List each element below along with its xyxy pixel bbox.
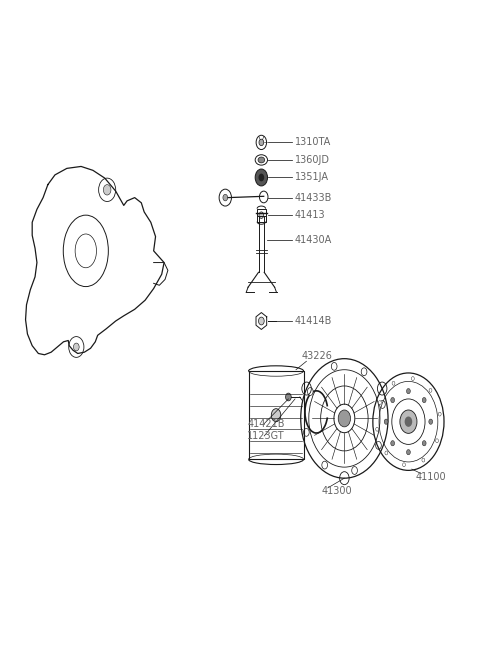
- Text: 41414B: 41414B: [295, 316, 332, 326]
- Circle shape: [259, 317, 264, 325]
- Circle shape: [391, 441, 395, 446]
- Circle shape: [422, 398, 426, 403]
- Circle shape: [376, 441, 381, 449]
- Circle shape: [259, 174, 264, 181]
- Circle shape: [422, 441, 426, 446]
- Circle shape: [286, 393, 291, 401]
- Text: 1360JD: 1360JD: [295, 155, 330, 165]
- Circle shape: [405, 417, 412, 427]
- Circle shape: [385, 451, 388, 455]
- Text: 41430A: 41430A: [295, 235, 332, 245]
- Circle shape: [384, 419, 388, 424]
- Text: 41300: 41300: [322, 486, 352, 496]
- Text: 1351JA: 1351JA: [295, 172, 329, 183]
- Circle shape: [392, 381, 395, 385]
- Text: 41421B: 41421B: [247, 419, 285, 428]
- Circle shape: [400, 410, 417, 434]
- Circle shape: [303, 428, 309, 436]
- Text: 43226: 43226: [301, 351, 333, 362]
- Circle shape: [352, 466, 358, 474]
- Circle shape: [376, 427, 379, 431]
- Circle shape: [403, 463, 406, 467]
- Circle shape: [391, 398, 395, 403]
- Circle shape: [271, 409, 281, 422]
- Circle shape: [438, 412, 441, 416]
- Circle shape: [73, 343, 79, 351]
- Text: 1123GT: 1123GT: [247, 431, 285, 441]
- Circle shape: [429, 388, 432, 392]
- Circle shape: [322, 461, 327, 469]
- Circle shape: [331, 362, 337, 370]
- Circle shape: [103, 185, 111, 195]
- Circle shape: [407, 388, 410, 394]
- Circle shape: [255, 169, 267, 186]
- Ellipse shape: [258, 157, 264, 163]
- Circle shape: [338, 410, 350, 427]
- Circle shape: [223, 195, 228, 201]
- Text: 41433B: 41433B: [295, 193, 332, 202]
- Circle shape: [429, 419, 432, 424]
- Circle shape: [435, 439, 438, 443]
- Circle shape: [259, 212, 264, 218]
- Circle shape: [407, 449, 410, 455]
- Circle shape: [422, 458, 425, 462]
- Text: 41100: 41100: [416, 472, 446, 482]
- Text: 41413: 41413: [295, 210, 325, 220]
- Circle shape: [361, 368, 367, 375]
- Circle shape: [380, 401, 385, 408]
- Circle shape: [307, 388, 313, 396]
- Text: 1310TA: 1310TA: [295, 138, 331, 147]
- Circle shape: [378, 401, 381, 405]
- Circle shape: [259, 139, 264, 145]
- Circle shape: [411, 377, 414, 381]
